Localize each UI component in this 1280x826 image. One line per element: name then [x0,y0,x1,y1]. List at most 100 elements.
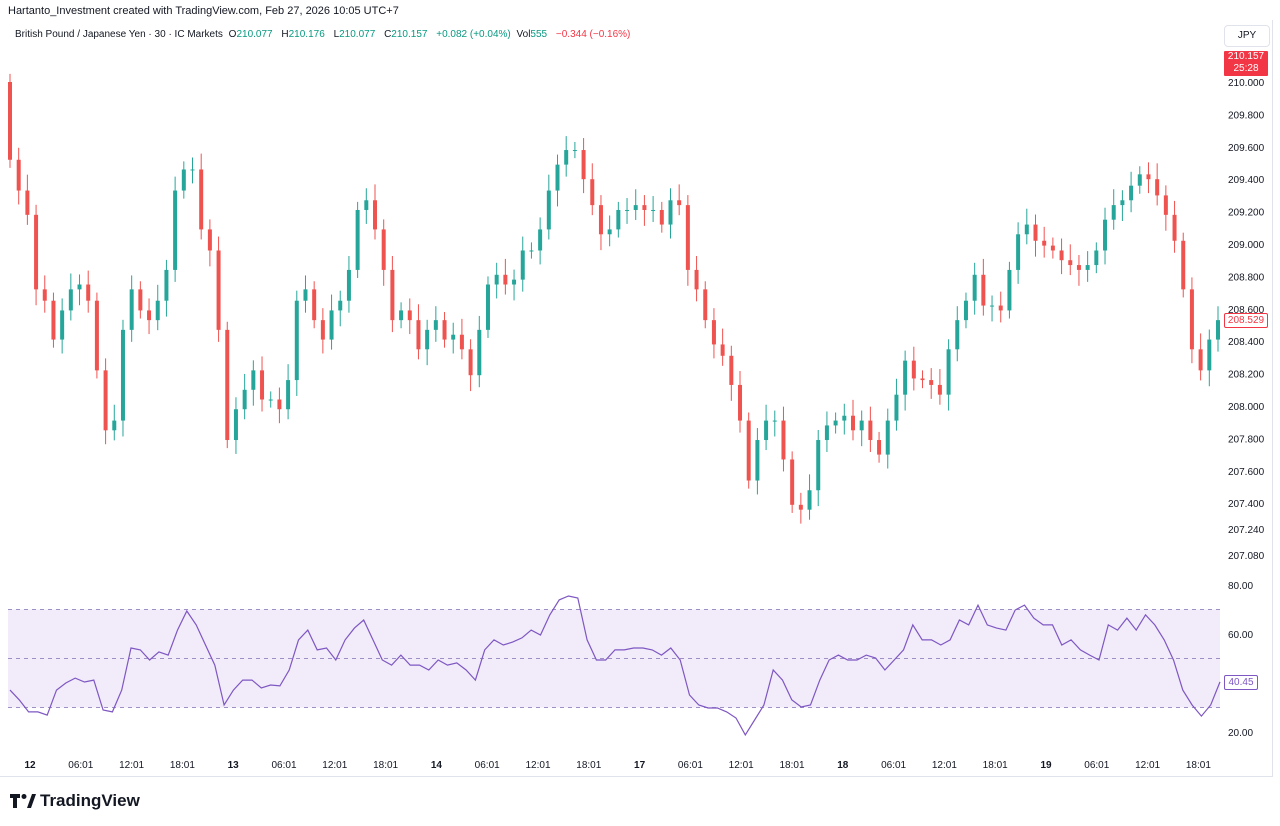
candle-down [94,300,99,371]
candle-up [607,229,612,235]
candle-up [164,269,169,301]
last-price-label: 210.157 25:28 [1224,51,1268,76]
time-tick: 12 [24,760,36,771]
candle-up [903,360,908,395]
candle-down [711,320,716,345]
candle-down [42,289,47,301]
price-tick: 208.600 [1228,305,1265,316]
candle-down [34,214,39,290]
candle-down [920,378,925,381]
rsi-line [9,595,1221,737]
candles-layer [8,73,1220,524]
candle-up [346,269,351,301]
candle-up [572,150,577,152]
candle-up [60,310,65,340]
candle-down [407,310,412,321]
candle-down [1068,260,1073,266]
candle-up [68,289,73,311]
candle-up [268,399,273,401]
open-value: 210.077 [236,29,273,40]
candle-down [51,300,56,340]
candle-down [1146,174,1151,180]
high-value: 210.176 [288,29,325,40]
rsi-axis: 80.00 60.00 20.00 [1228,581,1253,739]
time-tick: 18:01 [983,760,1008,771]
candle-down [207,229,212,251]
candle-up [242,389,247,410]
candle-down [659,209,664,225]
candle-up [520,250,525,280]
open-label: O [228,29,237,40]
time-tick: 19 [1040,760,1052,771]
candle-up [963,300,968,321]
candle-down [790,459,795,505]
candle-up [816,440,821,491]
candle-down [260,370,265,400]
candle-up [173,190,178,270]
price-tick: 208.400 [1228,337,1265,348]
candle-up [972,274,977,301]
candle-down [86,284,91,301]
rsi-tick: 60.00 [1228,630,1253,641]
candle-down [677,200,682,206]
candle-up [485,284,490,330]
currency-button[interactable]: JPY [1224,25,1270,47]
candle-up [433,320,438,330]
candle-down [581,150,586,180]
chart-frame [0,20,1273,777]
candle-down [147,310,152,321]
candle-down [381,229,386,270]
candle-up [885,420,890,455]
change-value: +0.082 (+0.04%) [436,29,511,40]
candle-up [425,329,430,350]
time-tick: 12:01 [729,760,754,771]
candle-down [1163,195,1168,215]
candle-down [911,360,916,379]
chart-attribution: Hartanto_Investment created with Trading… [8,5,399,17]
candle-up [529,250,534,252]
candle-up [833,420,838,426]
candle-down [850,415,855,431]
candle-up [294,300,299,381]
candle-down [694,269,699,290]
volume-value: 555 [530,29,548,40]
logo-text: TradingView [40,791,140,810]
candle-up [233,409,238,441]
candle-up [1103,219,1108,251]
price-tick: 209.400 [1228,175,1265,186]
candle-up [1120,200,1125,206]
price-tick: 208.800 [1228,272,1265,283]
candle-down [1181,240,1186,290]
time-axis: 12 06:01 12:01 18:01 13 06:01 12:01 18:01 14 06:0… [24,760,1211,771]
candle-up [755,440,760,481]
candle-up [651,209,656,211]
candle-down [981,274,986,306]
rsi-band [8,609,1220,708]
time-tick: 12:01 [525,760,550,771]
symbol-name[interactable]: British Pound / Japanese Yen · 30 · IC M… [15,29,223,40]
time-tick: 18:01 [576,760,601,771]
candle-up [824,425,829,441]
time-tick: 14 [431,760,443,771]
rsi-pane [8,595,1221,737]
candle-down [642,205,647,210]
candle-down [598,205,603,235]
candle-down [16,159,21,191]
price-tick: 209.200 [1228,208,1265,219]
candle-up [1216,320,1220,340]
candle-up [625,209,630,211]
last-price: 210.157 [1227,51,1265,62]
current-price-tag: 208.529 [1224,313,1268,329]
candle-up [1111,205,1116,220]
tradingview-logo[interactable]: TradingView [10,791,140,811]
time-tick: 18 [837,760,849,771]
candle-up [1016,234,1021,270]
candle-up [538,229,543,251]
rsi-tick: 20.00 [1228,728,1253,739]
candle-up [286,380,291,410]
candle-up [946,349,951,395]
price-tick: 209.000 [1228,240,1265,251]
close-label: C [384,29,392,40]
candle-down [373,200,378,230]
